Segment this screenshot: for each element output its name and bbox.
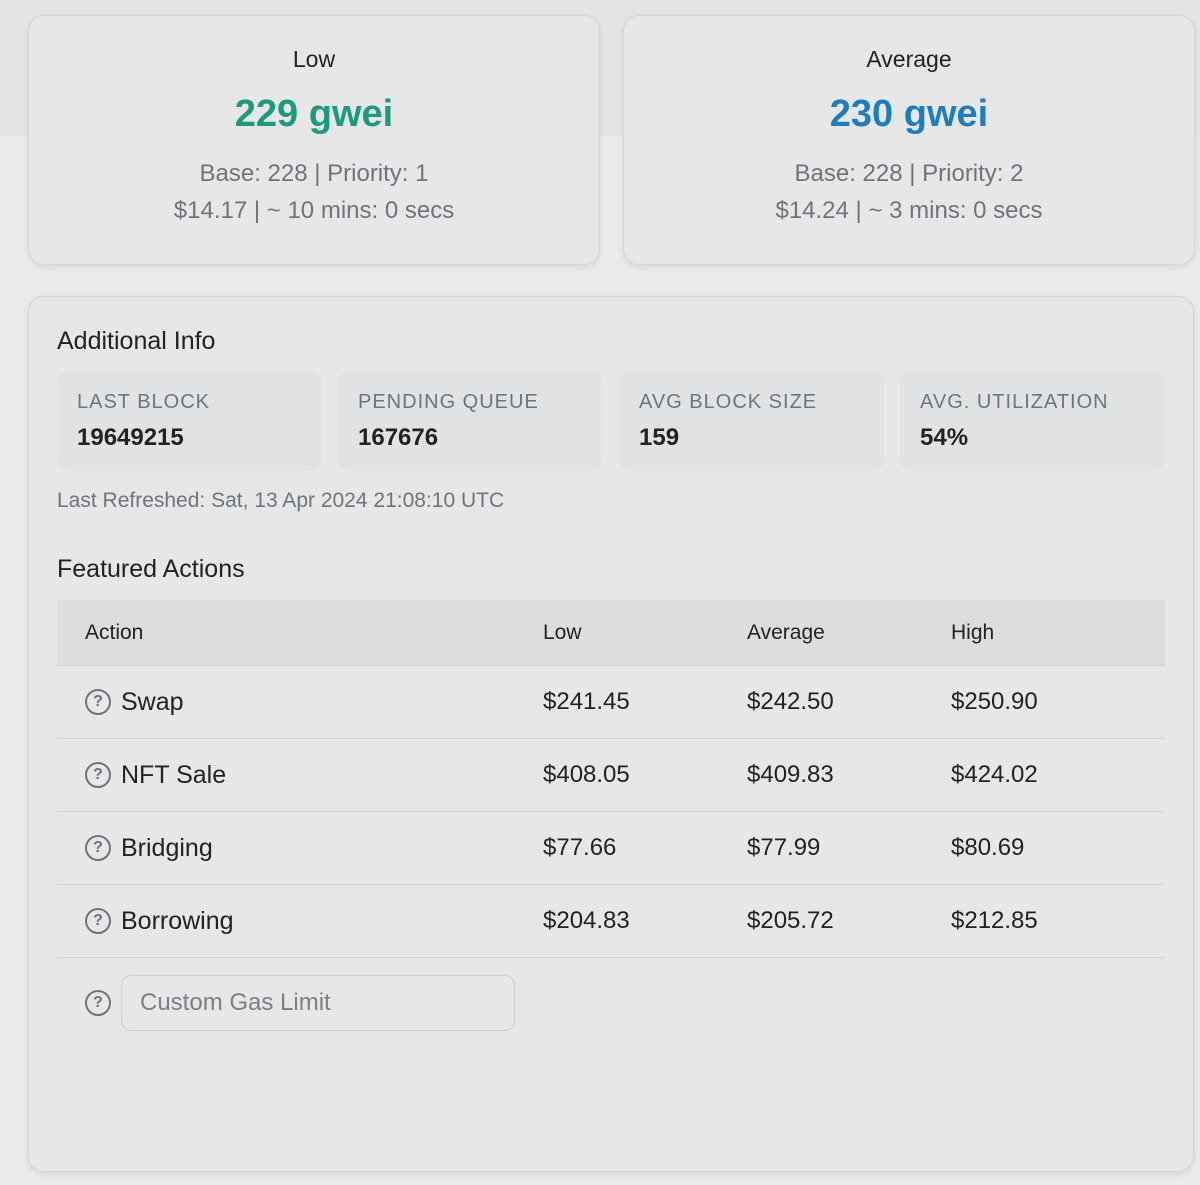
average-cost: $242.50 <box>747 688 834 715</box>
featured-actions-title: Featured Actions <box>57 555 245 583</box>
average-cost: $77.99 <box>747 834 821 861</box>
stat-label: AVG BLOCK SIZE <box>639 391 818 413</box>
stat-label: LAST BLOCK <box>77 391 211 413</box>
action-name: Swap <box>121 687 184 716</box>
stat-value: 54% <box>920 424 969 451</box>
high-cost: $212.85 <box>951 907 1038 934</box>
help-icon[interactable]: ? <box>85 908 111 934</box>
high-cost: $250.90 <box>951 688 1038 715</box>
stat-value: 159 <box>639 424 680 451</box>
stat-label: AVG. UTILIZATION <box>920 391 1109 413</box>
custom-gas-limit-input[interactable] <box>121 975 515 1031</box>
low-cost: $408.05 <box>543 761 630 788</box>
average-gas-price: 230 gwei <box>829 93 989 135</box>
low-gas-price: 229 gwei <box>234 93 394 135</box>
average-cost: $409.83 <box>747 761 834 788</box>
table-row: ? Borrowing $204.83 $205.72 $212.85 <box>57 885 1165 958</box>
high-cost: $80.69 <box>951 834 1025 861</box>
stat-label: PENDING QUEUE <box>358 391 539 413</box>
action-name: NFT Sale <box>121 760 227 789</box>
last-refreshed-text: Last Refreshed: Sat, 13 Apr 2024 21:08:1… <box>57 489 505 512</box>
action-name: Borrowing <box>121 906 234 935</box>
table-row: ? Swap $241.45 $242.50 $250.90 <box>57 666 1165 739</box>
low-gas-label: Low <box>292 46 336 72</box>
help-icon[interactable]: ? <box>85 762 111 788</box>
low-cost: $204.83 <box>543 907 630 934</box>
average-gas-cost-time: $14.24 | ~ 3 mins: 0 secs <box>775 197 1043 224</box>
average-gas-base-priority: Base: 228 | Priority: 2 <box>794 160 1024 187</box>
table-row: ? Bridging $77.66 $77.99 $80.69 <box>57 812 1165 885</box>
column-header-low: Low <box>543 620 582 644</box>
stats-row: LAST BLOCK 19649215 PENDING QUEUE 167676… <box>57 371 1165 471</box>
average-gas-label: Average <box>866 46 952 72</box>
stat-last-block: LAST BLOCK 19649215 <box>57 371 322 471</box>
help-icon[interactable]: ? <box>85 689 111 715</box>
table-header: Action Low Average High <box>57 600 1165 666</box>
help-icon[interactable]: ? <box>85 835 111 861</box>
additional-info-title: Additional Info <box>57 327 216 355</box>
stat-value: 19649215 <box>77 424 184 451</box>
low-gas-base-priority: Base: 228 | Priority: 1 <box>199 160 429 187</box>
additional-info-card: Additional Info LAST BLOCK 19649215 PEND… <box>28 296 1194 1172</box>
average-cost: $205.72 <box>747 907 834 934</box>
low-cost: $241.45 <box>543 688 630 715</box>
action-name: Bridging <box>121 833 213 862</box>
column-header-high: High <box>951 620 995 644</box>
stat-pending-queue: PENDING QUEUE 167676 <box>338 371 603 471</box>
low-cost: $77.66 <box>543 834 617 861</box>
average-gas-card: Average 230 gwei Base: 228 | Priority: 2… <box>623 15 1195 265</box>
low-gas-card: Low 229 gwei Base: 228 | Priority: 1 $14… <box>28 15 600 265</box>
column-header-average: Average <box>747 620 825 644</box>
featured-actions-table: Action Low Average High ? Swap $241.45 $… <box>57 600 1165 1048</box>
table-row: ? NFT Sale $408.05 $409.83 $424.02 <box>57 739 1165 812</box>
stat-value: 167676 <box>358 424 439 451</box>
column-header-action: Action <box>85 620 144 644</box>
help-icon[interactable]: ? <box>85 990 111 1016</box>
stat-avg-utilization: AVG. UTILIZATION 54% <box>900 371 1165 471</box>
high-cost: $424.02 <box>951 761 1038 788</box>
custom-gas-row: ? <box>57 958 1165 1048</box>
low-gas-cost-time: $14.17 | ~ 10 mins: 0 secs <box>173 197 455 224</box>
stat-avg-block-size: AVG BLOCK SIZE 159 <box>619 371 884 471</box>
